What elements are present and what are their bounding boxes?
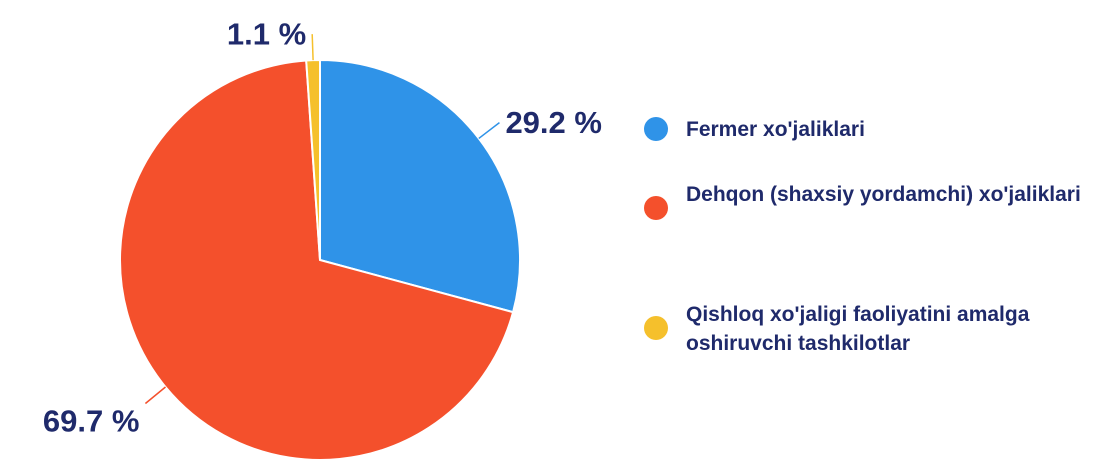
legend-item: Dehqon (shaxsiy yordamchi) xo'jaliklari (644, 180, 1114, 220)
legend-swatch (644, 117, 668, 141)
pie-slice (319, 58, 521, 314)
legend-swatch (644, 196, 668, 220)
data-label: 69.7 % (43, 404, 140, 439)
leader-line (144, 386, 166, 405)
legend-label: Qishloq xo'jaligi faoliyatini amalga osh… (686, 303, 1030, 355)
data-label: 29.2 % (505, 105, 602, 140)
legend-item: Qishloq xo'jaligi faoliyatini amalga osh… (644, 300, 1114, 358)
legend-swatch (644, 316, 668, 340)
legend-item: Fermer xo'jaliklari (644, 115, 1114, 144)
legend-label: Fermer xo'jaliklari (686, 118, 865, 141)
legend-label: Dehqon (shaxsiy yordamchi) xo'jaliklari (686, 183, 1081, 206)
pie-slice (119, 59, 515, 461)
leader-line (478, 122, 500, 140)
leader-line (311, 34, 314, 61)
data-label: 1.1 % (227, 16, 306, 51)
